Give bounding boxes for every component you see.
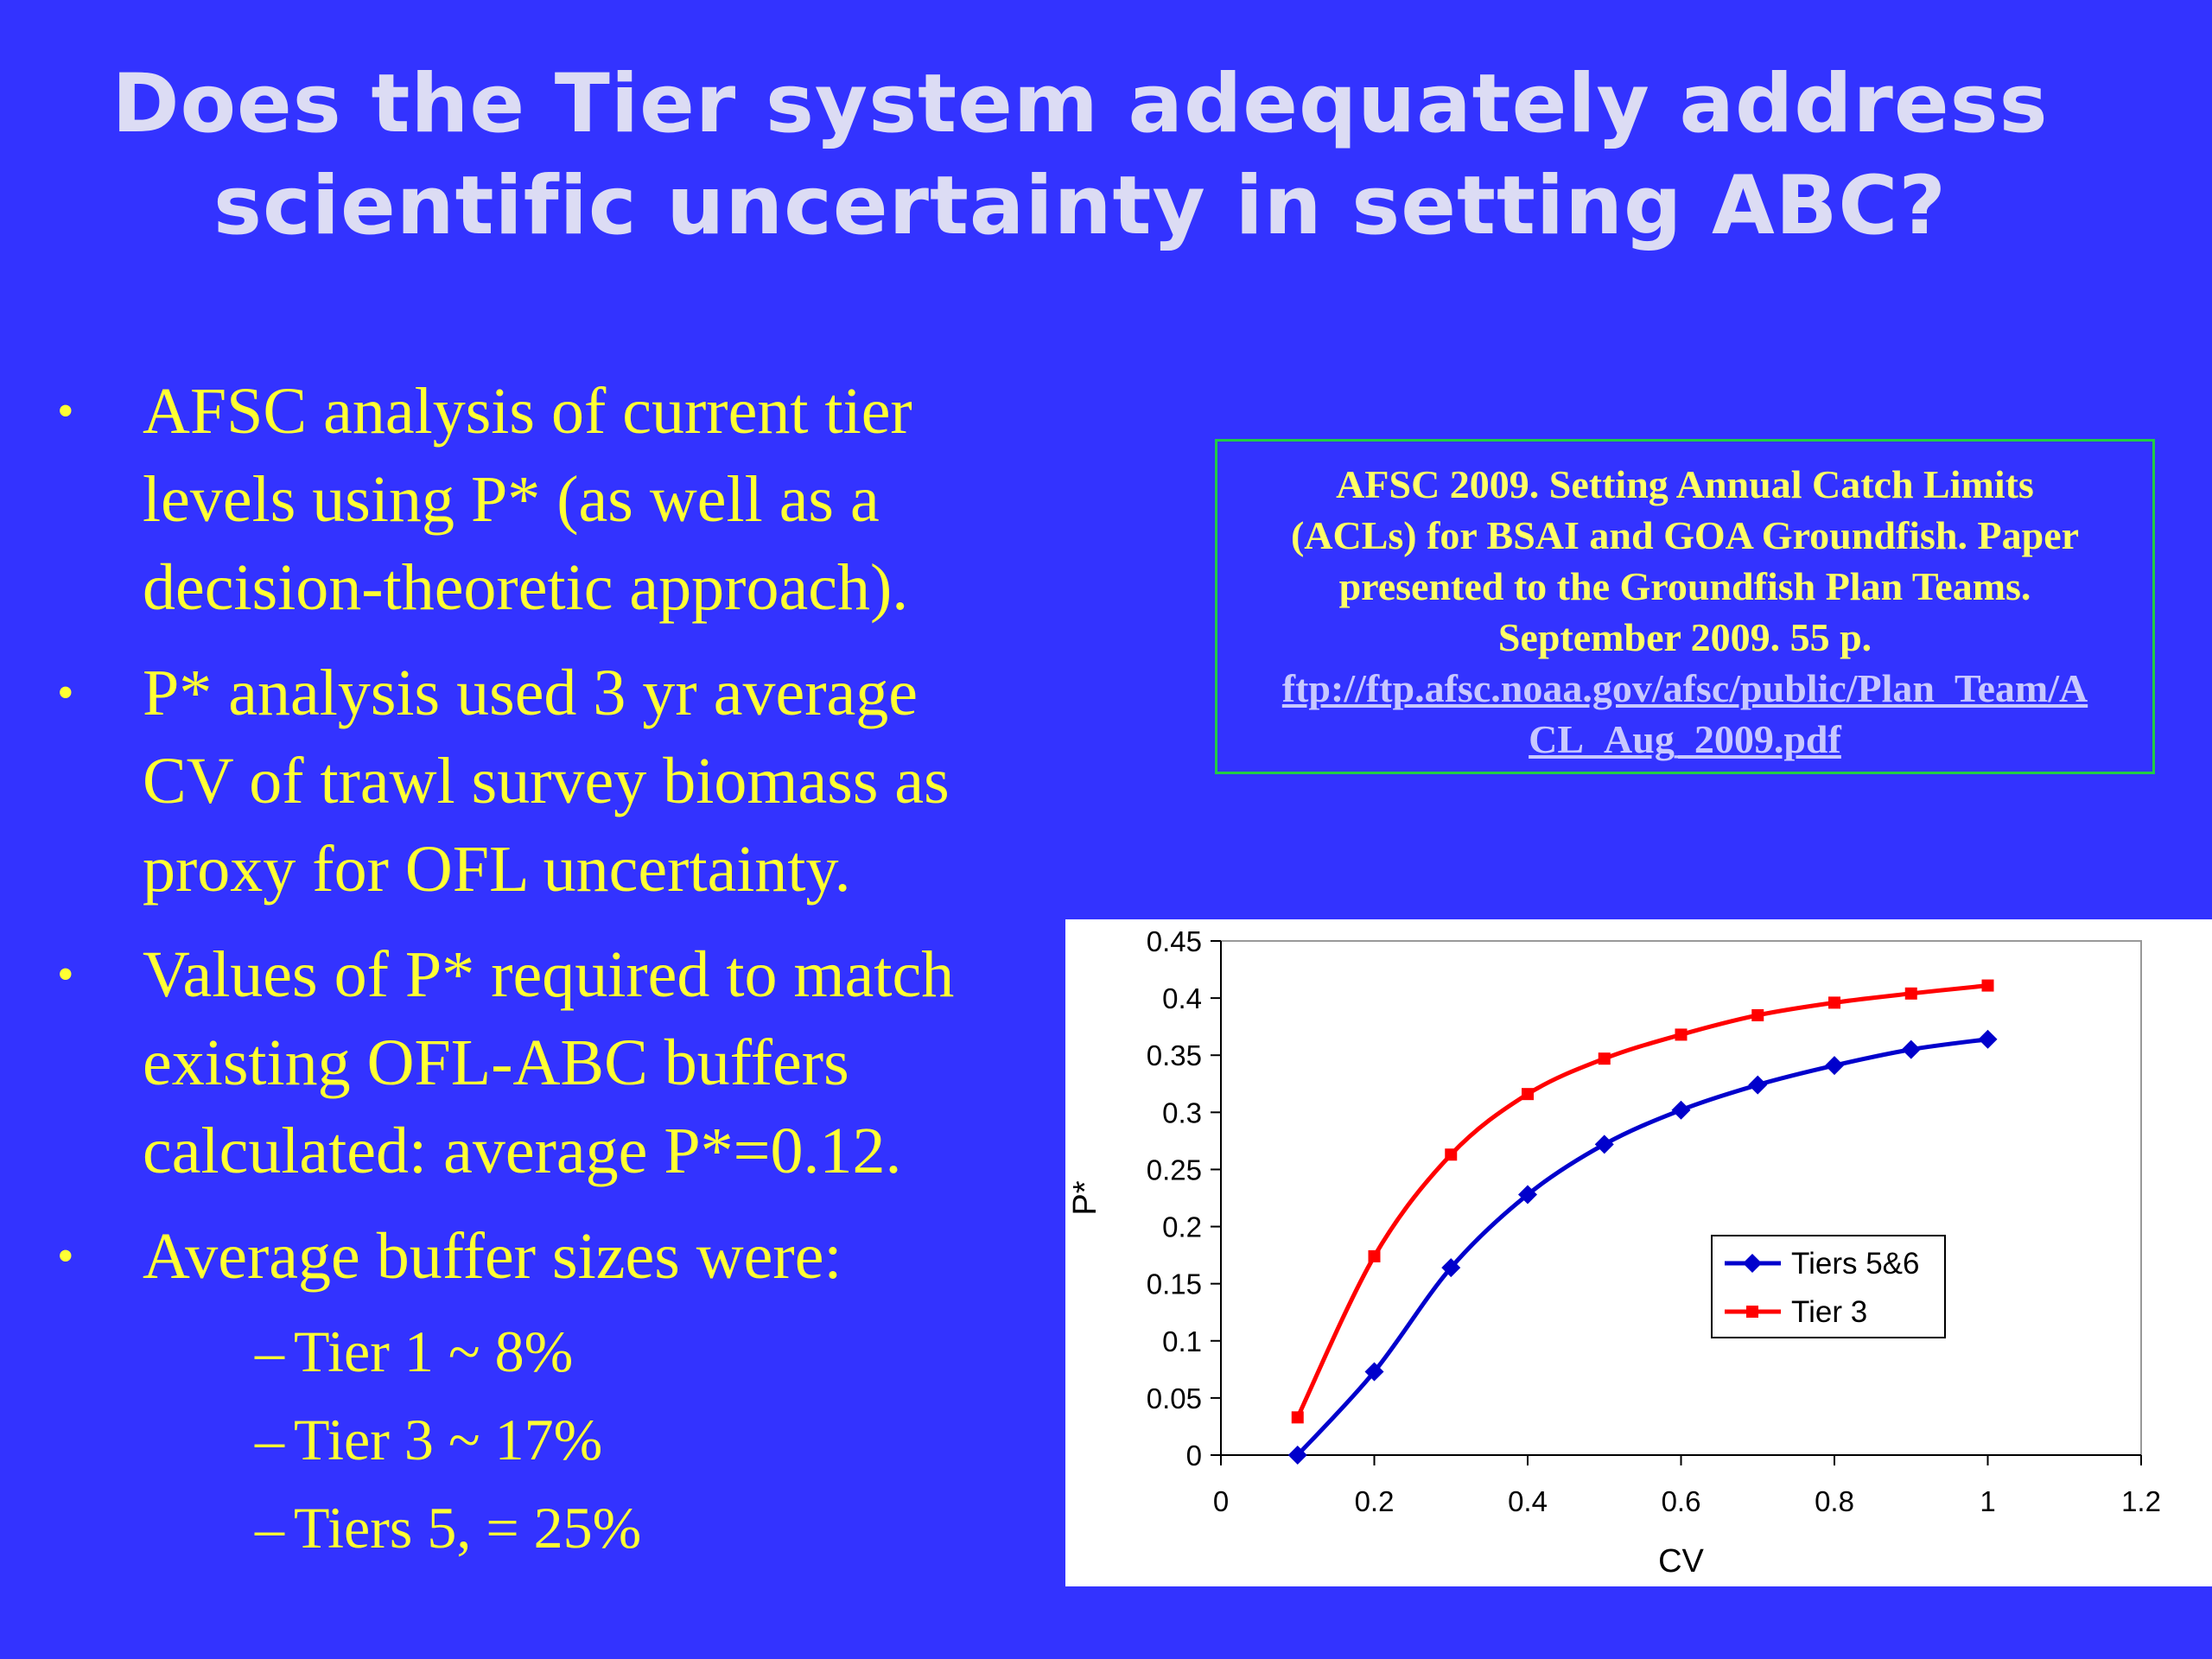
data-point	[1748, 1075, 1768, 1095]
legend-label: Tier 3	[1791, 1295, 1867, 1329]
x-tick-label: 0.4	[1508, 1485, 1548, 1517]
legend-swatch-marker	[1746, 1306, 1758, 1318]
pstar-cv-chart: 0 0.05 0.1 0.15 0.2 0.25 0.3 0.35 0.4 0.45 0 0.2 0.4…	[1067, 925, 2161, 1580]
legend-swatch-marker	[1743, 1254, 1762, 1273]
y-tick-label: 0.4	[1162, 982, 1202, 1014]
x-tick-label: 1	[1980, 1485, 1995, 1517]
x-tick-label: 0.6	[1662, 1485, 1701, 1517]
title-line-2: scientific uncertainty in setting ABC?	[213, 159, 1947, 253]
series-line	[1295, 1037, 1988, 1457]
x-tick-label: 0.2	[1355, 1485, 1395, 1517]
y-tick-label: 0.25	[1147, 1154, 1202, 1185]
y-tick-label: 0.1	[1162, 1325, 1202, 1357]
bullet-line: Average buffer sizes were:	[143, 1220, 842, 1293]
bullet-line: CV of trawl survey biomass as	[143, 745, 950, 817]
bullet-line: levels using P* (as well as a	[143, 463, 880, 536]
sub-bullet-text: Tier 3 ~ 17%	[294, 1407, 603, 1472]
y-axis-title: P*	[1067, 1180, 1103, 1215]
bullet-item: • AFSC analysis of current tier levels u…	[52, 367, 1071, 632]
bullet-line: calculated: average P*=0.12.	[143, 1115, 902, 1187]
y-tick-label: 0.45	[1147, 925, 1202, 957]
data-point	[1828, 996, 1840, 1009]
sub-bullet-list: – Tier 1 ~ 8% – Tier 3 ~ 17% – Tiers 5, …	[143, 1307, 1071, 1572]
sub-bullet-item: – Tiers 5, = 25%	[143, 1484, 1071, 1572]
bullet-dot: •	[57, 948, 74, 1001]
y-tick-label: 0.15	[1147, 1268, 1202, 1300]
data-point	[1287, 1446, 1307, 1465]
citation-line: September 2009. 55 p.	[1497, 615, 1872, 659]
bullet-dot: •	[57, 666, 74, 720]
bullet-line: P* analysis used 3 yr average	[143, 657, 918, 729]
legend-box	[1711, 1235, 1946, 1338]
y-tick-label: 0	[1186, 1440, 1202, 1471]
bullet-list: • AFSC analysis of current tier levels u…	[52, 367, 1071, 1589]
citation-line: AFSC 2009. Setting Annual Catch Limits	[1336, 462, 2034, 506]
citation-line: (ACLs) for BSAI and GOA Groundfish. Pape…	[1290, 513, 2080, 557]
sub-bullet-item: – Tier 3 ~ 17%	[143, 1395, 1071, 1484]
series-line	[1295, 983, 1988, 1419]
bullet-item: • P* analysis used 3 yr average CV of tr…	[52, 649, 1071, 913]
x-tick-label: 1.2	[2121, 1485, 2161, 1517]
data-point	[1368, 1249, 1381, 1262]
data-point	[1594, 1135, 1614, 1154]
citation-box: AFSC 2009. Setting Annual Catch Limits (…	[1215, 439, 2155, 774]
data-point	[1598, 1052, 1611, 1065]
x-tick-label: 0.8	[1815, 1485, 1854, 1517]
citation-line: presented to the Groundfish Plan Teams.	[1338, 564, 2031, 608]
data-point	[1978, 1029, 1998, 1049]
y-tick-label: 0.05	[1147, 1382, 1202, 1414]
title-line-1: Does the Tier system adequately address	[111, 57, 2049, 151]
data-point	[1675, 1028, 1688, 1041]
bullet-dot: •	[57, 385, 74, 438]
data-point	[1981, 979, 1994, 992]
x-axis-title: CV	[1658, 1543, 1704, 1580]
bullet-line: existing OFL-ABC buffers	[143, 1027, 849, 1099]
data-point	[1671, 1100, 1691, 1120]
bullet-line: Values of P* required to match	[143, 938, 955, 1011]
legend-label: Tiers 5&6	[1791, 1247, 1919, 1281]
data-point	[1518, 1185, 1537, 1205]
bullet-item: • Values of P* required to match existin…	[52, 931, 1071, 1195]
data-point	[1825, 1056, 1844, 1076]
bullet-line: decision-theoretic approach).	[143, 551, 909, 624]
sub-bullet-dash: –	[255, 1319, 284, 1384]
sub-bullet-dash: –	[255, 1495, 284, 1560]
y-tick-label: 0.2	[1162, 1211, 1202, 1243]
data-point	[1364, 1362, 1384, 1382]
data-point	[1291, 1411, 1304, 1424]
bullet-item: • Average buffer sizes were: – Tier 1 ~ …	[52, 1212, 1071, 1572]
chart-panel: 0 0.05 0.1 0.15 0.2 0.25 0.3 0.35 0.4 0.45 0 0.2 0.4…	[1065, 919, 2212, 1586]
citation-link[interactable]: CL_Aug_2009.pdf	[1529, 717, 1841, 761]
plot-area-border	[1220, 940, 2142, 1456]
sub-bullet-item: – Tier 1 ~ 8%	[143, 1307, 1071, 1395]
citation-link[interactable]: ftp://ftp.afsc.noaa.gov/afsc/public/Plan…	[1281, 666, 2088, 710]
data-point	[1904, 987, 1917, 1000]
sub-bullet-dash: –	[255, 1407, 284, 1472]
data-point	[1901, 1039, 1921, 1059]
slide-title: Does the Tier system adequately address …	[0, 54, 2160, 257]
sub-bullet-text: Tiers 5, = 25%	[294, 1495, 642, 1560]
y-tick-label: 0.3	[1162, 1096, 1202, 1128]
bullet-dot: •	[57, 1230, 74, 1283]
bullet-line: AFSC analysis of current tier	[143, 375, 912, 448]
sub-bullet-text: Tier 1 ~ 8%	[294, 1319, 574, 1384]
x-tick-label: 0	[1213, 1485, 1229, 1517]
data-point	[1751, 1008, 1764, 1021]
bullet-line: proxy for OFL uncertainty.	[143, 833, 851, 906]
y-tick-label: 0.35	[1147, 1039, 1202, 1071]
data-point	[1445, 1148, 1458, 1161]
data-point	[1522, 1088, 1534, 1101]
data-point	[1441, 1258, 1461, 1278]
